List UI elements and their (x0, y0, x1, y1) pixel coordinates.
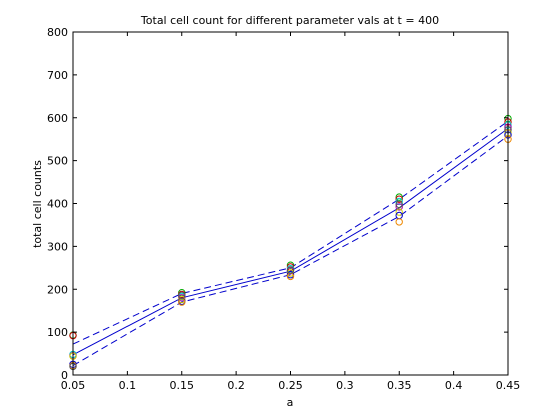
x-tick-label: 0.35 (387, 379, 412, 392)
sample-point (178, 291, 186, 299)
plot-area (73, 32, 508, 375)
x-tick-label: 0.25 (278, 379, 303, 392)
sample-point (395, 200, 403, 209)
sample-point (395, 218, 403, 226)
x-tick-label: 0.1 (119, 379, 137, 392)
sample-point (395, 193, 403, 201)
y-tick-label: 700 (47, 69, 68, 82)
y-tick-label: 100 (47, 326, 68, 339)
x-axis-label: a (287, 396, 294, 409)
x-tick-label: 0.45 (496, 379, 521, 392)
x-tick-label: 0.2 (227, 379, 245, 392)
y-tick-label: 800 (47, 26, 68, 39)
y-tick-label: 400 (47, 198, 68, 211)
y-tick-label: 300 (47, 240, 68, 253)
series-line-2 (72, 135, 509, 367)
chart-title: Total cell count for different parameter… (140, 14, 439, 27)
y-axis: 0 100 200 300 400 500 600 700 800 (47, 26, 508, 382)
y-tick-label: 0 (61, 369, 68, 382)
x-tick-label: 0.05 (61, 379, 86, 392)
y-axis-label: total cell counts (31, 160, 44, 248)
y-tick-label: 600 (47, 112, 68, 125)
x-axis: 0.05 0.1 0.15 0.2 0.25 0.3 0.35 0.4 0.45 (61, 32, 521, 392)
y-tick-label: 500 (47, 155, 68, 168)
sample-point (395, 197, 403, 206)
sample-point (395, 195, 403, 203)
y-tick-label: 200 (47, 283, 68, 296)
x-tick-label: 0.3 (336, 379, 354, 392)
sample-point (286, 266, 295, 274)
sample-point (395, 208, 403, 216)
x-tick-label: 0.4 (445, 379, 463, 392)
x-tick-label: 0.15 (170, 379, 195, 392)
sample-point (395, 203, 403, 211)
